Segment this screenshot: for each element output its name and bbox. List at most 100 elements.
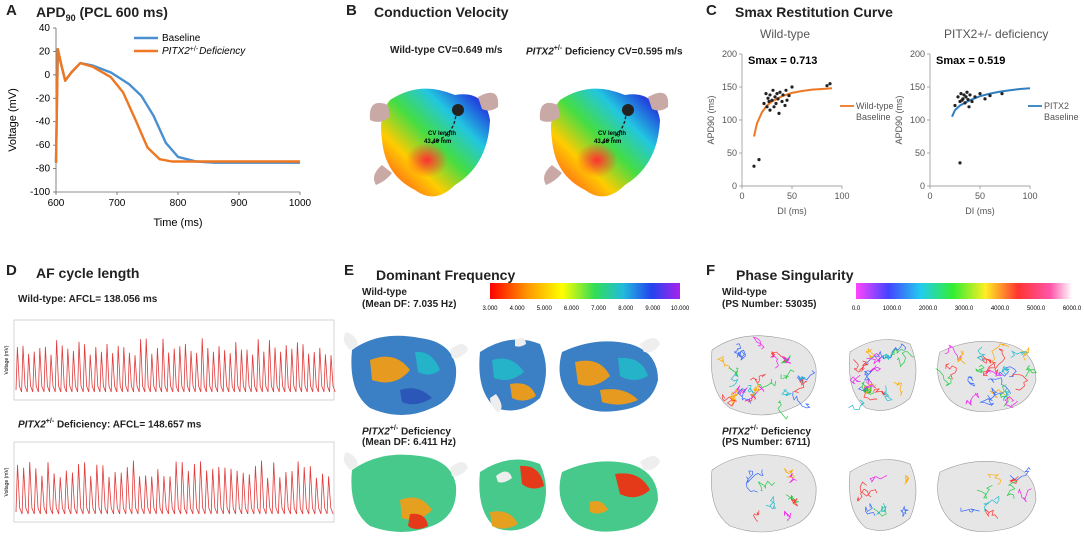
y-axis-label: Voltage (mV) bbox=[7, 88, 19, 152]
ps-trajectory bbox=[1002, 387, 1010, 401]
ps-trajectory bbox=[765, 495, 777, 510]
trace-frame-1 bbox=[13, 319, 335, 401]
scale-tick-label: 2000.0 bbox=[919, 306, 938, 312]
data-point bbox=[778, 90, 782, 94]
data-point bbox=[988, 93, 992, 98]
ps-trajectory bbox=[935, 368, 952, 386]
panel-b-title: Conduction Velocity bbox=[374, 4, 509, 20]
data-point bbox=[973, 95, 977, 99]
ps-trajectory bbox=[1004, 396, 1018, 409]
data-point bbox=[766, 96, 770, 100]
ps-trajectory bbox=[752, 336, 765, 350]
ps-trajectory bbox=[792, 391, 811, 409]
fit-curve bbox=[951, 87, 1031, 118]
ps-trajectory bbox=[749, 373, 766, 385]
x-tick-label: 50 bbox=[787, 191, 797, 201]
x-tick-label: 100 bbox=[834, 191, 849, 201]
data-point bbox=[752, 164, 756, 168]
data-point bbox=[825, 84, 829, 88]
def-heart: CV length 43.46 mm bbox=[539, 88, 669, 197]
x-axis-label: DI (ms) bbox=[777, 206, 807, 216]
df-heart-wt-3 bbox=[559, 338, 660, 412]
panel-letter-c: C bbox=[706, 2, 717, 19]
cv-length-value: 43.46 mm bbox=[424, 139, 451, 145]
ps-trajectory bbox=[979, 398, 995, 407]
ps-trajectory bbox=[965, 392, 979, 406]
gene-name: PITX2 bbox=[722, 426, 750, 438]
data-point bbox=[777, 111, 781, 115]
ps-trajectory bbox=[885, 343, 907, 359]
ps-heart-wt-3 bbox=[937, 341, 1037, 412]
scale-tick-label: 7.000 bbox=[591, 306, 607, 312]
ps-trajectory bbox=[737, 388, 751, 404]
df-heart-wt-1 bbox=[343, 332, 468, 415]
legend-label: Baseline bbox=[856, 112, 891, 122]
gene-name: PITX2 bbox=[18, 419, 46, 431]
ps-color-scale bbox=[856, 283, 1072, 299]
ps-trajectory bbox=[1001, 365, 1010, 375]
x-tick-label: 0 bbox=[739, 191, 744, 201]
def-af-trace bbox=[15, 460, 334, 515]
data-point bbox=[963, 101, 967, 105]
y-tick-label: -80 bbox=[36, 164, 51, 175]
panel-a-title: APD90 (PCL 600 ms) bbox=[36, 4, 168, 23]
af-traces: Voltage (mV) Voltage (mV) bbox=[4, 319, 336, 523]
panel-e-title: Dominant Frequency bbox=[376, 267, 516, 283]
ps-trajectory bbox=[790, 495, 799, 507]
ps-trajectory bbox=[981, 355, 997, 364]
def-cv-label: PITX2+/- Deficiency CV=0.595 m/s bbox=[526, 45, 683, 57]
data-point bbox=[772, 105, 776, 109]
title-rest: (PCL 600 ms) bbox=[75, 4, 168, 20]
data-point bbox=[785, 98, 789, 102]
y-tick-label: 0 bbox=[920, 181, 925, 191]
scale-tick-label: 0.0 bbox=[852, 306, 861, 312]
data-point bbox=[959, 92, 963, 96]
panel-letter-d: D bbox=[6, 262, 17, 279]
y-tick-label: 50 bbox=[727, 148, 737, 158]
ps-trajectory bbox=[882, 385, 893, 401]
scale-tick-label: 4000.0 bbox=[991, 306, 1010, 312]
x-tick-label: 800 bbox=[170, 198, 187, 209]
data-point bbox=[787, 93, 791, 98]
ps-trajectory bbox=[781, 356, 792, 364]
data-point bbox=[958, 161, 962, 165]
def-afcl-value: Deficiency: AFCL= 148.657 ms bbox=[54, 419, 202, 431]
panel-letter-f: F bbox=[706, 262, 716, 279]
ps-trajectory bbox=[738, 349, 747, 361]
trace-ylabel-2: Voltage (mV) bbox=[4, 467, 10, 496]
df-maps: 3.000 4.000 5.000 6.000 7.000 8.000 9.000 10.00… bbox=[343, 283, 690, 532]
data-point bbox=[781, 93, 785, 97]
wt-cv-label: Wild-type CV=0.649 m/s bbox=[390, 45, 503, 56]
data-point bbox=[768, 108, 772, 112]
y-tick-label: -20 bbox=[36, 93, 51, 104]
x-tick-label: 100 bbox=[1022, 191, 1037, 201]
ps-heart-def-2 bbox=[849, 459, 917, 531]
data-point bbox=[790, 85, 794, 89]
f-wt-line2: (PS Number: 53035) bbox=[722, 299, 817, 310]
panel-letter-b: B bbox=[346, 2, 357, 19]
ps-trajectory bbox=[728, 367, 739, 376]
gene-sup: +/- bbox=[45, 418, 55, 425]
legend-rest: Deficiency bbox=[199, 46, 246, 57]
ps-trajectory bbox=[781, 355, 791, 364]
title-main: APD bbox=[36, 4, 66, 20]
gene-sup: +/- bbox=[553, 45, 563, 52]
ps-trajectory bbox=[730, 388, 741, 402]
x-tick-label: 50 bbox=[975, 191, 985, 201]
ps-trajectory bbox=[975, 364, 985, 374]
data-point bbox=[764, 92, 768, 96]
ps-trajectory bbox=[896, 351, 914, 368]
ps-trajectory bbox=[976, 346, 986, 361]
data-point bbox=[780, 99, 784, 104]
scale-tick-label: 8.000 bbox=[618, 306, 634, 312]
ps-trajectory bbox=[784, 510, 792, 522]
data-point bbox=[773, 95, 777, 99]
ps-trajectory bbox=[945, 363, 957, 380]
data-point bbox=[967, 105, 971, 109]
x-tick-label: 0 bbox=[927, 191, 932, 201]
ps-trajectory bbox=[745, 385, 765, 402]
smax-label: Smax = 0.713 bbox=[748, 55, 817, 67]
ps-trajectory bbox=[781, 389, 793, 397]
legend-label: PITX2 bbox=[1044, 101, 1069, 111]
df-scale-labels: 3.000 4.000 5.000 6.000 7.000 8.000 9.000 10.00… bbox=[482, 306, 689, 312]
